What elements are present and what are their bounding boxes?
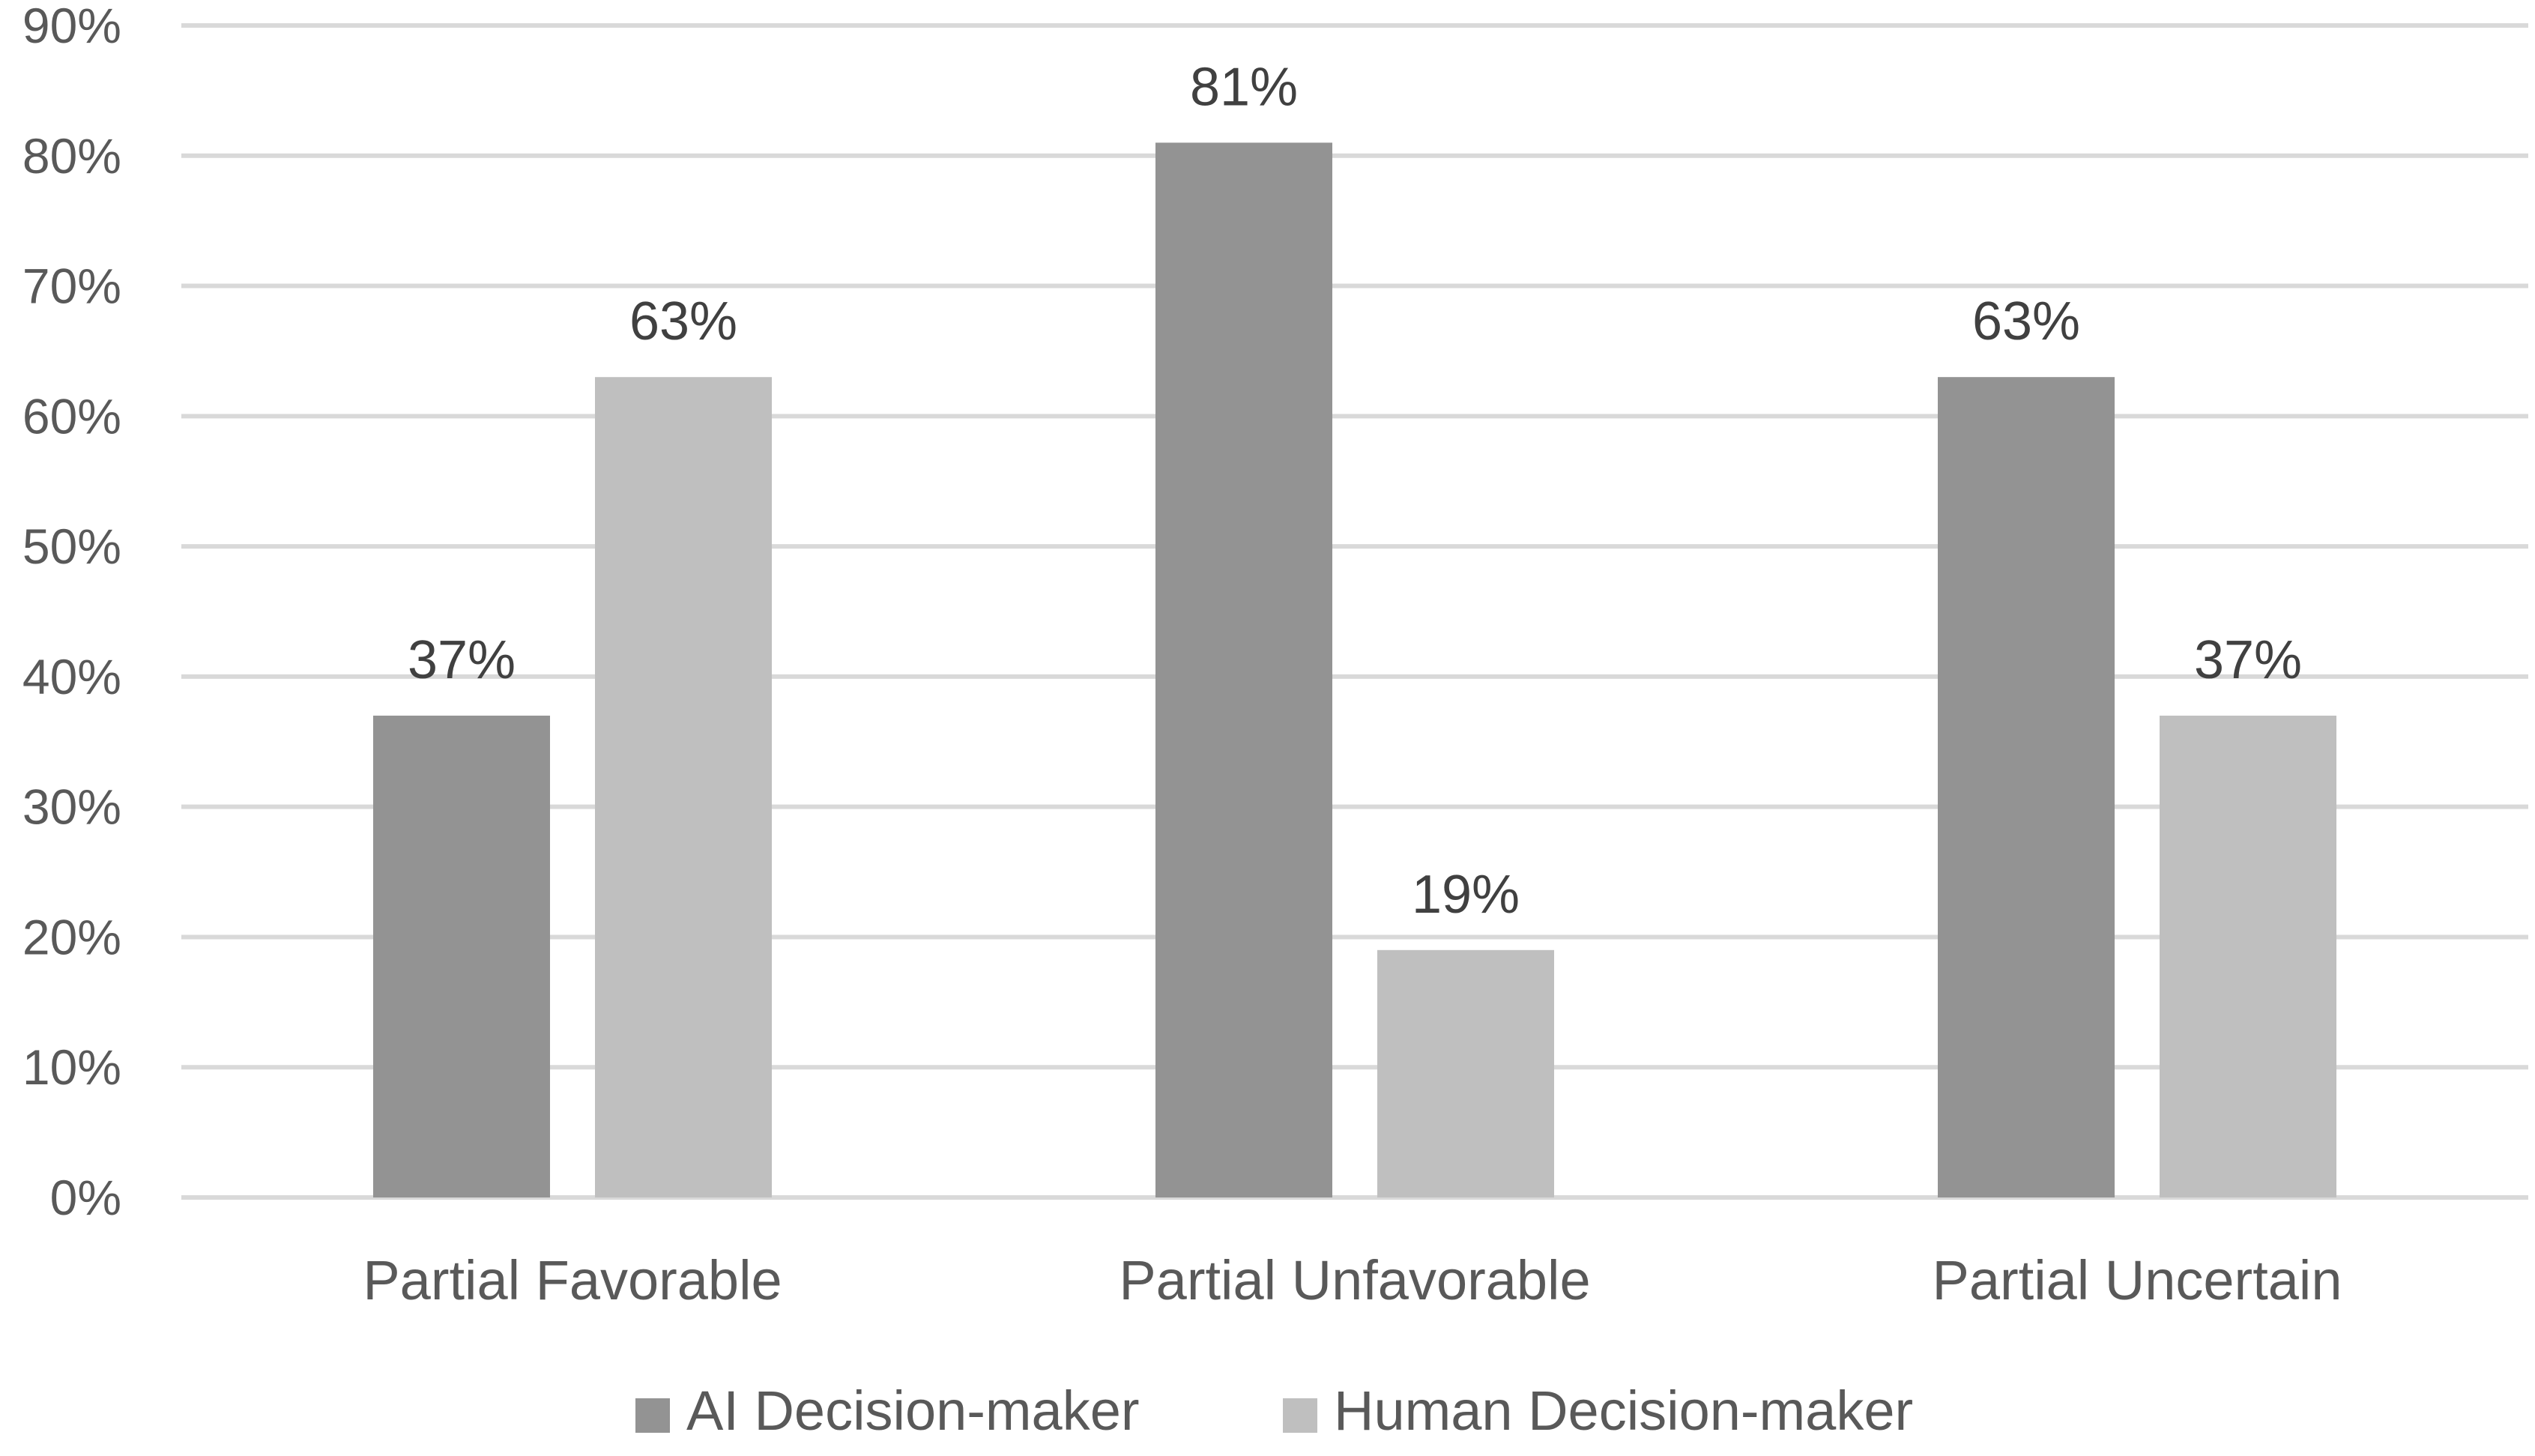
bar-ai-1 [1155, 142, 1332, 1197]
legend-label: Human Decision-maker [1334, 1380, 1913, 1442]
gridlines [181, 23, 2528, 1200]
y-tick-label: 50% [22, 519, 121, 574]
y-tick-label: 0% [50, 1170, 121, 1225]
category-label: Partial Uncertain [1932, 1249, 2342, 1311]
legend-swatch [635, 1398, 670, 1433]
category-label: Partial Unfavorable [1119, 1249, 1590, 1311]
category-label: Partial Favorable [363, 1249, 782, 1311]
x-axis-category-labels: Partial Favorable Partial Unfavorable Part… [363, 1249, 2342, 1311]
data-label: 81% [1190, 57, 1298, 117]
y-axis-tick-labels: 0% 10% 20% 30% 40% 50% 60% 70% 80% 90% [22, 0, 121, 1225]
data-labels: 37% 63% 81% 19% 63% 37% [408, 57, 2302, 924]
y-tick-label: 20% [22, 909, 121, 964]
bar-ai-0 [373, 716, 550, 1197]
legend-swatch [1283, 1398, 1317, 1433]
y-tick-label: 80% [22, 128, 121, 184]
legend: AI Decision-maker Human Decision-maker [635, 1380, 1913, 1442]
bar-human-0 [595, 377, 772, 1198]
legend-label: AI Decision-maker [686, 1380, 1140, 1442]
y-tick-label: 70% [22, 259, 121, 314]
data-label: 37% [408, 630, 516, 690]
bar-human-2 [2160, 716, 2336, 1197]
y-tick-label: 60% [22, 388, 121, 444]
data-label: 37% [2194, 630, 2302, 690]
y-tick-label: 30% [22, 779, 121, 835]
y-tick-label: 10% [22, 1039, 121, 1095]
data-label: 19% [1412, 865, 1520, 925]
bar-human-1 [1377, 949, 1554, 1197]
bars [373, 142, 2336, 1198]
data-label: 63% [629, 291, 737, 351]
y-tick-label: 40% [22, 649, 121, 704]
bar-ai-2 [1938, 377, 2115, 1198]
data-label: 63% [1972, 291, 2080, 351]
y-tick-label: 90% [22, 0, 121, 53]
